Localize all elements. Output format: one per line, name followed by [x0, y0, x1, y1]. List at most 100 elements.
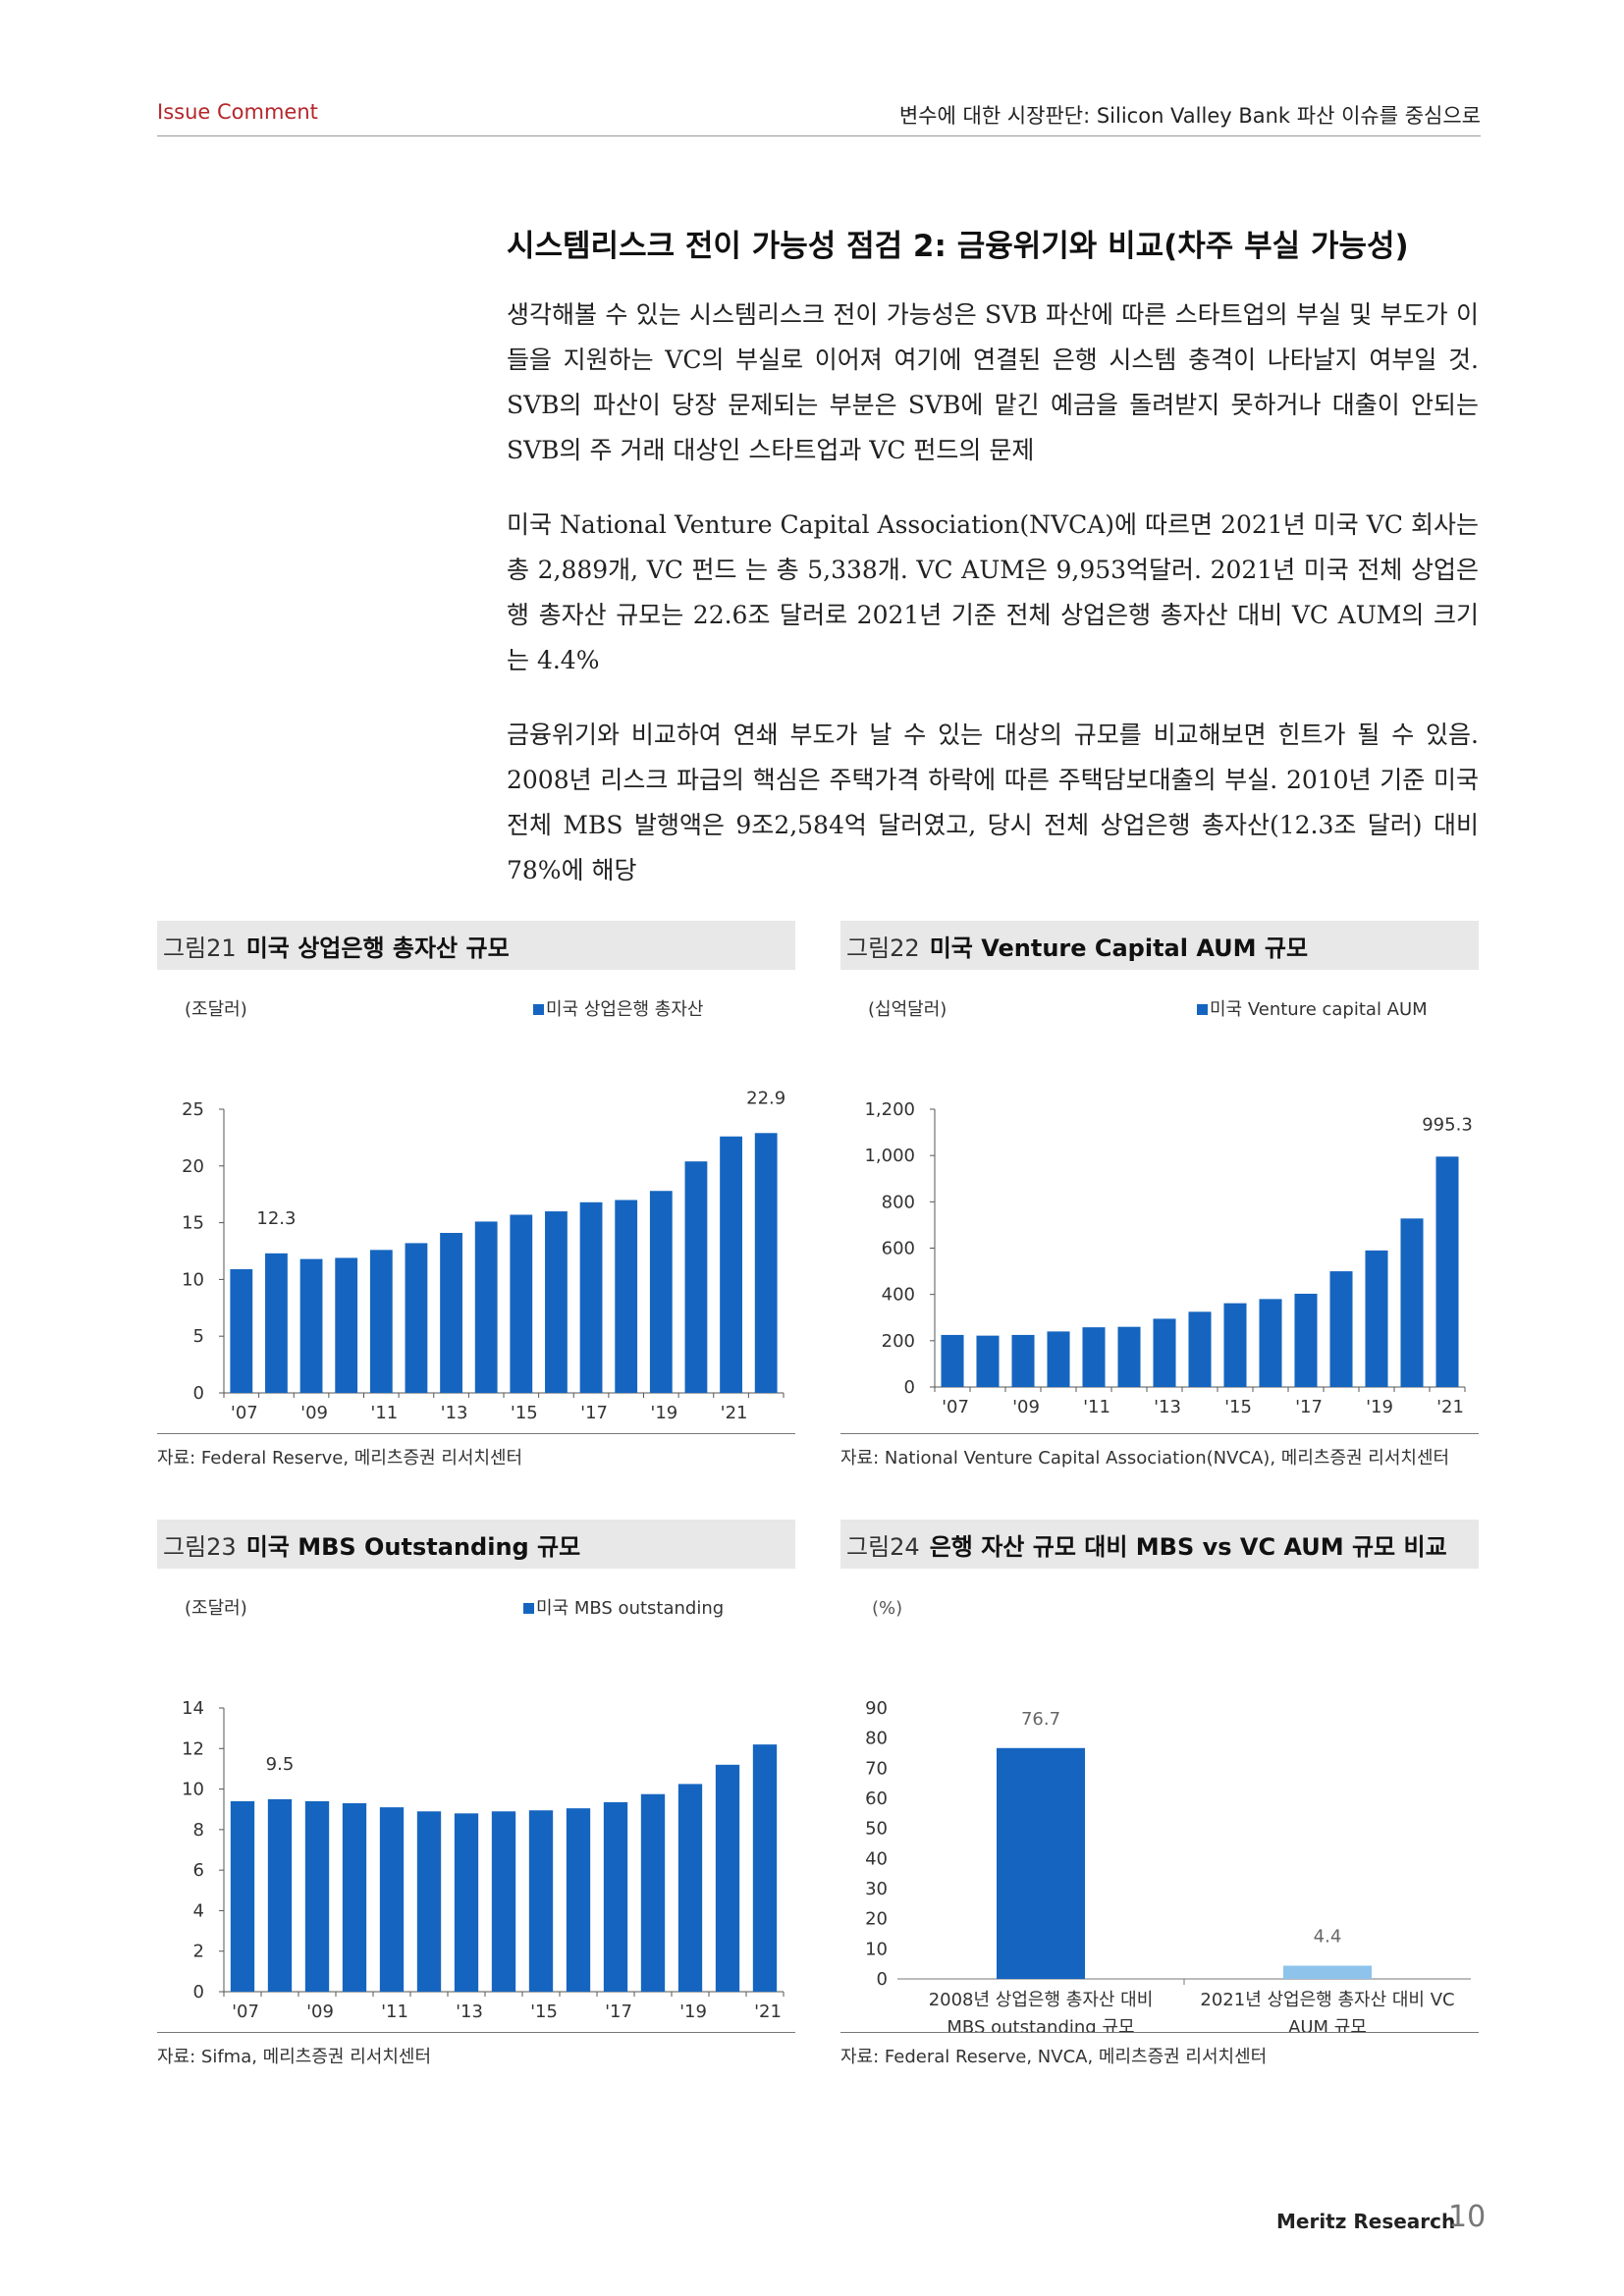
legend-swatch: [1197, 1004, 1208, 1015]
x-tick-label: '07: [232, 2002, 259, 2022]
bar: [715, 1764, 740, 1992]
y-tick-label: 15: [182, 1213, 204, 1234]
y-tick-label: 20: [865, 1909, 888, 1930]
bar: [976, 1335, 1000, 1387]
bar: [267, 1798, 293, 1992]
bar: [1117, 1326, 1141, 1387]
y-tick-label: 80: [865, 1729, 888, 1749]
y-tick-label: 5: [193, 1326, 204, 1347]
figure-title-bar: 그림22 미국 Venture Capital AUM 규모: [840, 921, 1479, 970]
x-tick-label: '09: [1012, 1397, 1040, 1417]
x-tick-label: '15: [511, 1403, 538, 1423]
bar: [1294, 1293, 1318, 1387]
data-label: 76.7: [1021, 1709, 1060, 1730]
bar: [379, 1807, 405, 1992]
category-label: 2021년 상업은행 총자산 대비 VC: [1200, 1990, 1454, 2010]
y-tick-label: 2: [193, 1942, 204, 1962]
y-tick-label: 200: [882, 1331, 915, 1352]
header-section-label: Issue Comment: [157, 100, 318, 124]
bar: [545, 1211, 568, 1393]
figure-number: 그림22: [846, 934, 920, 962]
figure-title: 은행 자산 규모 대비 MBS vs VC AUM 규모 비교: [929, 1532, 1447, 1561]
y-tick-label: 1,000: [864, 1146, 915, 1166]
y-tick-label: 20: [182, 1156, 204, 1177]
section-title: 시스템리스크 전이 가능성 점검 2: 금융위기와 비교(차주 부실 가능성): [507, 229, 1409, 264]
y-tick-label: 70: [865, 1758, 888, 1779]
x-tick-label: '17: [580, 1403, 608, 1423]
bar: [304, 1800, 330, 1992]
header-document-title: 변수에 대한 시장판단: Silicon Valley Bank 파산 이슈를 …: [898, 104, 1481, 128]
bar: [1011, 1334, 1035, 1387]
bar: [440, 1233, 462, 1393]
paragraph-2: 미국 National Venture Capital Association(…: [507, 510, 1479, 674]
unit-label: (조달러): [185, 999, 247, 1020]
bar: [649, 1191, 673, 1393]
bar: [754, 1133, 778, 1393]
bar: [720, 1136, 742, 1393]
x-tick-label: '15: [530, 2002, 558, 2022]
category-label: AUM 규모: [1288, 2017, 1367, 2032]
data-label: 9.5: [266, 1754, 295, 1775]
y-tick-label: 50: [865, 1819, 888, 1840]
bar: [1329, 1271, 1353, 1387]
category-label: MBS outstanding 규모: [947, 2017, 1134, 2032]
figure-source: 자료: Federal Reserve, 메리츠증권 리서치센터: [157, 1448, 523, 1468]
y-tick-label: 40: [865, 1848, 888, 1869]
figure-number: 그림24: [846, 1532, 920, 1561]
figure-title: 미국 상업은행 총자산 규모: [245, 934, 510, 962]
bar: [566, 1808, 591, 1992]
body-text: 시스템리스크 전이 가능성 점검 2: 금융위기와 비교(차주 부실 가능성) …: [507, 221, 1479, 923]
bar: [369, 1250, 393, 1393]
y-tick-label: 60: [865, 1789, 888, 1809]
y-tick-label: 600: [882, 1239, 915, 1259]
legend-label: 미국 MBS outstanding: [536, 1598, 724, 1619]
y-tick-label: 10: [182, 1269, 204, 1290]
x-tick-label: '19: [1366, 1397, 1393, 1417]
bar: [615, 1200, 638, 1393]
data-label: 995.3: [1422, 1114, 1473, 1135]
bar: [752, 1744, 778, 1992]
bar: [1188, 1311, 1212, 1387]
bar: [474, 1221, 498, 1393]
bar: [603, 1801, 628, 1992]
data-label: 22.9: [746, 1088, 785, 1108]
paragraph-3: 금융위기와 비교하여 연쇄 부도가 날 수 있는 대상의 규모를 비교해보면 힌…: [507, 721, 1479, 884]
unit-label: (%): [872, 1598, 902, 1619]
bar: [1047, 1331, 1070, 1387]
y-tick-label: 1,200: [864, 1099, 915, 1120]
figure-divider: [157, 1433, 795, 1434]
x-tick-label: '07: [231, 1403, 258, 1423]
bar: [1223, 1303, 1247, 1387]
x-tick-label: '09: [300, 1403, 328, 1423]
x-tick-label: '17: [1295, 1397, 1323, 1417]
bar: [677, 1784, 703, 1992]
x-tick-label: '13: [1154, 1397, 1181, 1417]
y-tick-label: 10: [865, 1939, 888, 1959]
header-divider: [157, 135, 1481, 136]
x-tick-label: '07: [942, 1397, 969, 1417]
bar: [335, 1257, 358, 1393]
bar: [1259, 1299, 1282, 1387]
figure-number: 그림21: [163, 934, 237, 962]
x-tick-label: '15: [1224, 1397, 1252, 1417]
y-tick-label: 12: [182, 1738, 204, 1759]
figure-24: 그림24 은행 자산 규모 대비 MBS vs VC AUM 규모 비교 (%)…: [840, 1520, 1479, 2068]
bar: [230, 1268, 253, 1393]
chart-mbs-vs-vc-comparison: (%) 0 10 20 30 40 50 60 70 80 90 76.7 2008년 상업은행 총자산…: [865, 1598, 1471, 2032]
x-tick-label: '13: [456, 2002, 483, 2022]
x-tick-label: '11: [1083, 1397, 1110, 1417]
bar: [1365, 1250, 1388, 1387]
x-tick-label: '21: [1436, 1397, 1464, 1417]
y-tick-label: 0: [877, 1969, 888, 1990]
figure-source: 자료: National Venture Capital Association…: [840, 1448, 1450, 1468]
bar: [491, 1811, 516, 1992]
bar: [1283, 1965, 1372, 1979]
figure-23: 그림23 미국 MBS Outstanding 규모 (조달러) 미국 MBS o…: [157, 1520, 795, 2068]
figure-22: 그림22 미국 Venture Capital AUM 규모 (십억달러) 미국 …: [840, 921, 1479, 1469]
y-tick-label: 800: [882, 1192, 915, 1212]
legend-label: 미국 Venture capital AUM: [1210, 999, 1428, 1020]
data-label: 4.4: [1314, 1927, 1342, 1948]
y-tick-label: 90: [865, 1698, 888, 1719]
bar: [230, 1800, 255, 1992]
data-label: 12.3: [256, 1208, 296, 1229]
